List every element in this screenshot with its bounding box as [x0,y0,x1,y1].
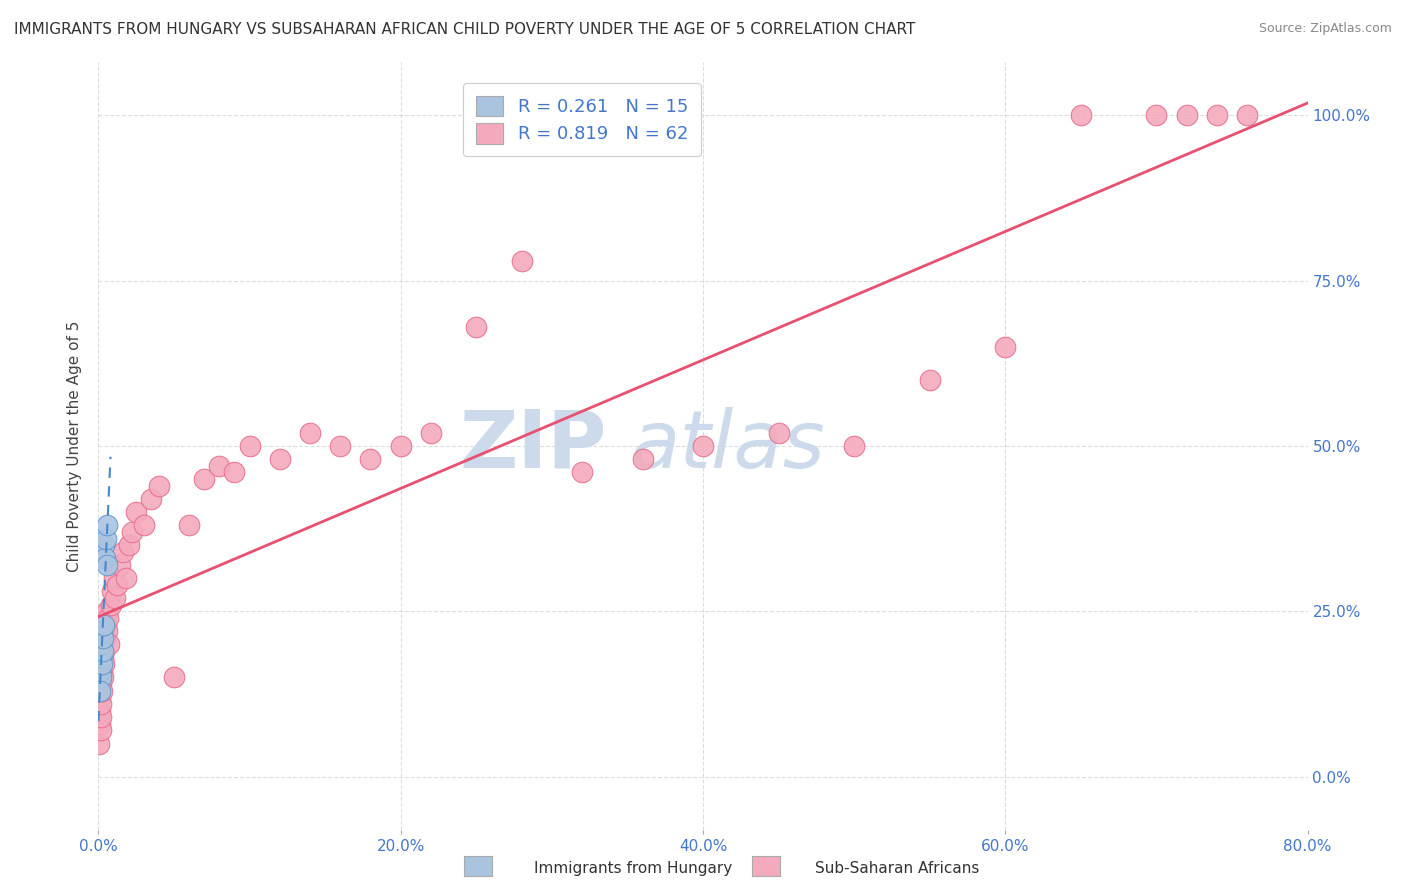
Point [101,584,124,599]
Point [299,425,322,440]
Point [96,604,118,618]
Point [118,538,141,552]
Point [114,571,136,585]
Point [148,478,170,492]
Text: Immigrants from Hungary: Immigrants from Hungary [534,861,733,876]
Point [93,657,115,672]
Point [97,611,120,625]
Point [89,683,111,698]
Point [89,664,111,678]
Point [994,340,1017,354]
Point [94,532,117,546]
Point [91,670,114,684]
Point [89,690,111,705]
Point [96,518,118,533]
Point [1175,108,1198,122]
Y-axis label: Child Poverty Under the Age of 5: Child Poverty Under the Age of 5 [67,320,83,572]
Point [94,631,117,645]
Point [90,710,112,724]
Point [93,624,115,639]
Point [91,631,114,645]
Point [121,524,143,539]
Point [90,697,112,711]
Point [96,624,118,639]
Text: Source: ZipAtlas.com: Source: ZipAtlas.com [1258,22,1392,36]
Point [224,466,246,480]
Point [571,466,593,480]
Point [510,253,533,268]
Legend: R = 0.261   N = 15, R = 0.819   N = 62: R = 0.261 N = 15, R = 0.819 N = 62 [464,83,700,156]
Point [93,644,115,658]
Point [1206,108,1229,122]
Point [103,571,125,585]
Point [93,617,115,632]
Point [420,425,443,440]
Point [91,664,114,678]
Point [89,716,111,731]
Point [844,439,866,453]
Point [389,439,412,453]
Point [692,439,714,453]
Point [239,439,262,453]
Point [918,373,941,387]
Point [91,637,114,651]
Point [90,677,112,691]
Point [125,505,148,519]
Point [141,491,163,506]
Point [329,439,352,453]
Point [1146,108,1168,122]
Point [1236,108,1258,122]
Point [90,683,112,698]
Point [90,657,112,672]
Point [94,617,117,632]
Point [91,644,114,658]
Point [105,578,128,592]
Point [91,624,114,639]
Text: ZIP: ZIP [458,407,606,485]
Point [104,591,127,606]
Point [269,452,291,467]
Point [90,637,112,651]
Point [89,704,111,718]
Point [96,558,118,572]
Point [360,452,382,467]
Point [90,650,112,665]
Point [631,452,654,467]
Text: atlas: atlas [630,407,825,485]
Point [768,425,790,440]
Point [90,670,112,684]
Point [91,650,114,665]
Point [108,558,131,572]
Point [1070,108,1092,122]
Point [465,320,488,334]
Point [93,538,115,552]
Point [94,551,117,566]
Point [193,472,215,486]
Point [100,598,122,612]
Point [132,518,155,533]
Point [111,545,134,559]
Point [89,737,111,751]
Point [98,637,121,651]
Text: Sub-Saharan Africans: Sub-Saharan Africans [815,861,980,876]
Point [90,723,112,738]
Text: IMMIGRANTS FROM HUNGARY VS SUBSAHARAN AFRICAN CHILD POVERTY UNDER THE AGE OF 5 C: IMMIGRANTS FROM HUNGARY VS SUBSAHARAN AF… [14,22,915,37]
Point [179,518,201,533]
Point [208,458,231,473]
Point [163,670,186,684]
